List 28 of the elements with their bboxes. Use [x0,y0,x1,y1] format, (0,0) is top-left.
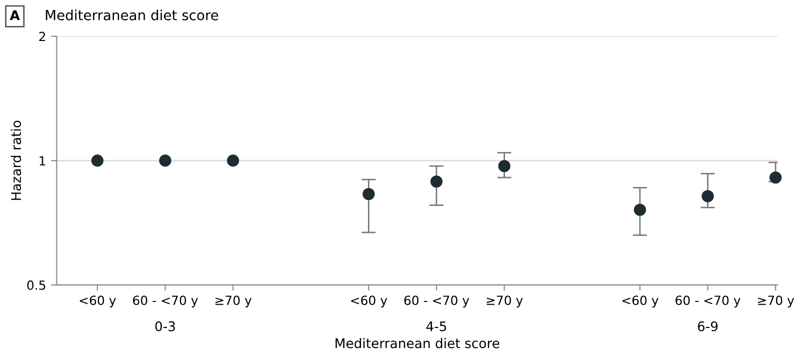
x-tick-label: ≥70 y [215,296,252,308]
text: A [10,10,20,20]
x-tick-label: 60 - <70 y [404,296,470,308]
x-tick-label: ≥70 y [758,296,794,308]
y-tick-label: 0.5 [27,280,46,290]
chart-title: Mediterranean diet score [46,10,218,20]
point [362,188,375,200]
x-tick-label: <60 y [80,296,116,308]
x-tick-label: 60 - <70 y [676,296,740,308]
point [226,154,240,167]
point [769,171,782,184]
text: 4-5 [426,321,446,332]
x-tick-label: 60 - <70 y [133,296,198,308]
y-axis-title: Hazard ratio [10,120,22,200]
y-tick-label: 1 [40,156,46,166]
x-tick-label: ≥70 y [486,296,523,308]
point [159,154,172,167]
point [430,175,443,188]
x-axis-title: Mediterranean diet score [336,338,500,348]
point [702,190,714,202]
x-tick-label: <60 y [622,296,658,308]
text: 0-3 [155,321,175,332]
text: 6-9 [698,321,718,332]
point [91,154,104,167]
x-tick-label: <60 y [351,296,388,308]
point [498,160,510,172]
point [634,204,646,216]
y-tick-label: 2 [39,32,46,42]
